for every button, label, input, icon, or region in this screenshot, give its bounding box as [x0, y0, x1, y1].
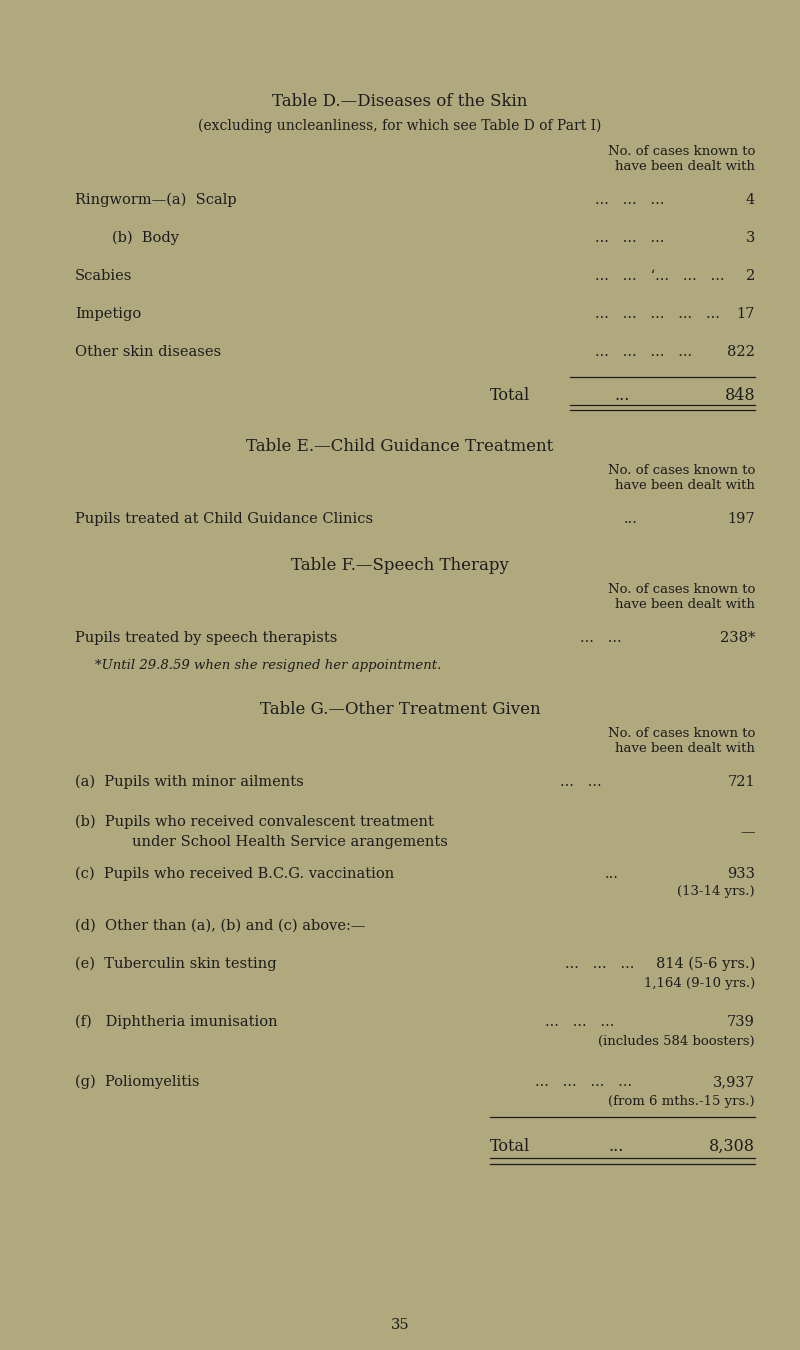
Text: ...   ...: ... ...: [560, 775, 602, 788]
Text: Ringworm—(a)  Scalp: Ringworm—(a) Scalp: [75, 193, 237, 208]
Text: Pupils treated at Child Guidance Clinics: Pupils treated at Child Guidance Clinics: [75, 512, 373, 526]
Text: ...   ...   ...   ...   ...: ... ... ... ... ...: [595, 306, 720, 321]
Text: Table E.—Child Guidance Treatment: Table E.—Child Guidance Treatment: [246, 437, 554, 455]
Text: *Until 29.8.59 when she resigned her appointment.: *Until 29.8.59 when she resigned her app…: [95, 659, 442, 672]
Text: ...   ...   ...: ... ... ...: [595, 193, 664, 207]
Text: 822: 822: [727, 346, 755, 359]
Text: 848: 848: [724, 387, 755, 404]
Text: (c)  Pupils who received B.C.G. vaccination: (c) Pupils who received B.C.G. vaccinati…: [75, 867, 394, 882]
Text: No. of cases known to
have been dealt with: No. of cases known to have been dealt wi…: [608, 144, 755, 173]
Text: ...   ...: ... ...: [580, 630, 622, 645]
Text: ...: ...: [605, 867, 619, 882]
Text: (includes 584 boosters): (includes 584 boosters): [598, 1035, 755, 1048]
Text: under School Health Service arangements: under School Health Service arangements: [95, 836, 448, 849]
Text: 238*: 238*: [720, 630, 755, 645]
Text: 814 (5-6 yrs.): 814 (5-6 yrs.): [656, 957, 755, 972]
Text: Other skin diseases: Other skin diseases: [75, 346, 221, 359]
Text: 1,164 (9-10 yrs.): 1,164 (9-10 yrs.): [644, 977, 755, 990]
Text: 3,937: 3,937: [713, 1075, 755, 1089]
Text: (e)  Tuberculin skin testing: (e) Tuberculin skin testing: [75, 957, 277, 972]
Text: 8,308: 8,308: [709, 1138, 755, 1156]
Text: ...: ...: [615, 387, 630, 404]
Text: 721: 721: [727, 775, 755, 788]
Text: ...   ...   ...   ...: ... ... ... ...: [535, 1075, 632, 1089]
Text: (excluding uncleanliness, for which see Table D of Part I): (excluding uncleanliness, for which see …: [198, 119, 602, 134]
Text: ...   ...   ‘...   ...   ...: ... ... ‘... ... ...: [595, 269, 725, 284]
Text: No. of cases known to
have been dealt with: No. of cases known to have been dealt wi…: [608, 464, 755, 491]
Text: ...   ...   ...   ...: ... ... ... ...: [595, 346, 692, 359]
Text: ...   ...   ...: ... ... ...: [595, 231, 664, 244]
Text: 739: 739: [727, 1015, 755, 1029]
Text: (b)  Pupils who received convalescent treatment: (b) Pupils who received convalescent tre…: [75, 815, 434, 829]
Text: 3: 3: [746, 231, 755, 244]
Text: Table D.—Diseases of the Skin: Table D.—Diseases of the Skin: [272, 93, 528, 109]
Text: 17: 17: [737, 306, 755, 321]
Text: No. of cases known to
have been dealt with: No. of cases known to have been dealt wi…: [608, 728, 755, 755]
Text: ...: ...: [608, 1138, 623, 1156]
Text: 197: 197: [727, 512, 755, 526]
Text: ...: ...: [624, 512, 638, 526]
Text: (from 6 mths.-15 yrs.): (from 6 mths.-15 yrs.): [608, 1095, 755, 1108]
Text: (d)  Other than (a), (b) and (c) above:—: (d) Other than (a), (b) and (c) above:—: [75, 919, 366, 933]
Text: ...   ...   ...: ... ... ...: [545, 1015, 614, 1029]
Text: Pupils treated by speech therapists: Pupils treated by speech therapists: [75, 630, 338, 645]
Text: Table F.—Speech Therapy: Table F.—Speech Therapy: [291, 558, 509, 574]
Text: (a)  Pupils with minor ailments: (a) Pupils with minor ailments: [75, 775, 304, 790]
Text: Total: Total: [490, 1138, 530, 1156]
Text: ...   ...   ...: ... ... ...: [565, 957, 634, 971]
Text: (g)  Poliomyelitis: (g) Poliomyelitis: [75, 1075, 199, 1089]
Text: Total: Total: [490, 387, 530, 404]
Text: 933: 933: [727, 867, 755, 882]
Text: Impetigo: Impetigo: [75, 306, 142, 321]
Text: (f)   Diphtheria imunisation: (f) Diphtheria imunisation: [75, 1015, 278, 1030]
Text: Table G.—Other Treatment Given: Table G.—Other Treatment Given: [260, 701, 540, 718]
Text: Scabies: Scabies: [75, 269, 132, 284]
Text: 2: 2: [746, 269, 755, 284]
Text: 4: 4: [746, 193, 755, 207]
Text: No. of cases known to
have been dealt with: No. of cases known to have been dealt wi…: [608, 583, 755, 612]
Text: (13-14 yrs.): (13-14 yrs.): [678, 886, 755, 898]
Text: 35: 35: [390, 1318, 410, 1332]
Text: (b)  Body: (b) Body: [75, 231, 179, 246]
Text: —: —: [740, 825, 755, 838]
